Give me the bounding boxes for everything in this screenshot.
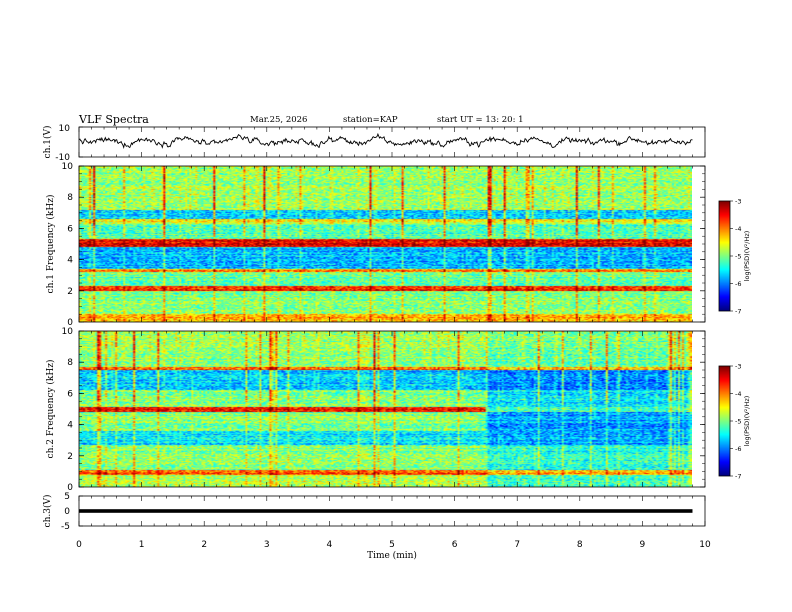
colorbar-tick-label: -3	[735, 362, 741, 370]
figure-start-ut: start UT = 13: 20: 1	[437, 115, 524, 125]
colorbar-tick-label: -3	[735, 197, 741, 205]
ch2-spec-ytick-label: 2	[67, 452, 73, 462]
colorbar-tick-label: -5	[735, 417, 741, 425]
colorbar-tick-label: -6	[735, 280, 741, 288]
ch1-spec-ytick-label: 6	[67, 224, 73, 234]
ch1-spec-ylabel: ch.1 Frequency (kHz)	[45, 195, 56, 294]
ch1-spec-ytick-label: 10	[62, 162, 74, 172]
x-tick-label: 8	[577, 540, 583, 550]
x-tick-label: 4	[327, 540, 333, 550]
figure-date: Mar.25, 2026	[250, 115, 307, 125]
colorbar-tick-label: -7	[735, 307, 741, 315]
figure-title: VLF Spectra	[78, 113, 149, 126]
ch1-colorbar-label: log(PSD)(V²/Hz)	[743, 231, 751, 282]
ch2-spec-ytick-label: 8	[67, 358, 73, 368]
ch1-spectrogram-panel: ch.1 Frequency (kHz)	[45, 165, 706, 323]
ch2-colorbar-label: log(PSD)(V²/Hz)	[743, 396, 751, 447]
ch1-spec-ytick-label: 8	[67, 193, 73, 203]
x-tick-label: 6	[452, 540, 458, 550]
ch1-spec-ytick-label: 4	[67, 256, 73, 266]
x-tick-label: 0	[76, 540, 82, 550]
ch2-colorbar-gradient	[719, 366, 730, 476]
ch3-ytick-label: -5	[61, 522, 70, 532]
x-tick-label: 3	[264, 540, 270, 550]
figure-station: station=KAP	[343, 115, 398, 125]
colorbar-tick-label: -7	[735, 472, 741, 480]
ch3-waveform-band	[79, 509, 693, 513]
x-tick-label: 9	[640, 540, 646, 550]
colorbar-tick-label: -5	[735, 252, 741, 260]
ch3-waveform-panel: ch.3(V) Time (min)	[42, 495, 706, 561]
ch2-spec-ylabel: ch.2 Frequency (kHz)	[45, 360, 56, 459]
ch2-spec-ytick-label: 10	[62, 327, 74, 337]
ch2-spec-ytick-label: 6	[67, 389, 73, 399]
ch1-ytick-top: 10	[59, 124, 71, 134]
x-tick-label: 2	[201, 540, 207, 550]
ch1-spec-ytick-label: 0	[67, 318, 73, 328]
ch1-ytick-bottom: -10	[55, 153, 70, 163]
ch1-waveform-line	[78, 132, 693, 149]
x-tick-label: 1	[139, 540, 145, 550]
x-tick-label: 5	[389, 540, 395, 550]
ch3-ytick-label: 5	[64, 492, 70, 502]
colorbar-tick-label: -4	[735, 390, 741, 398]
ch1-spectrogram-image	[79, 166, 692, 322]
ch3-ytick-label: 0	[64, 507, 70, 517]
ch1-spec-ytick-label: 2	[67, 287, 73, 297]
ch2-spectrogram-panel: ch.2 Frequency (kHz)	[45, 330, 706, 488]
ch1-colorbar-gradient	[719, 201, 730, 311]
ch1-ylabel: ch.1(V)	[42, 126, 53, 159]
ch3-ylabel: ch.3(V)	[42, 495, 53, 528]
x-axis-label: Time (min)	[367, 550, 417, 561]
x-tick-label: 7	[514, 540, 520, 550]
x-tick-label: 10	[699, 540, 711, 550]
colorbar-tick-label: -6	[735, 445, 741, 453]
colorbar-tick-label: -4	[735, 225, 741, 233]
ch2-spectrogram-image	[79, 331, 692, 487]
ch2-spec-ytick-label: 0	[67, 483, 73, 493]
ch2-spec-ytick-label: 4	[67, 421, 73, 431]
